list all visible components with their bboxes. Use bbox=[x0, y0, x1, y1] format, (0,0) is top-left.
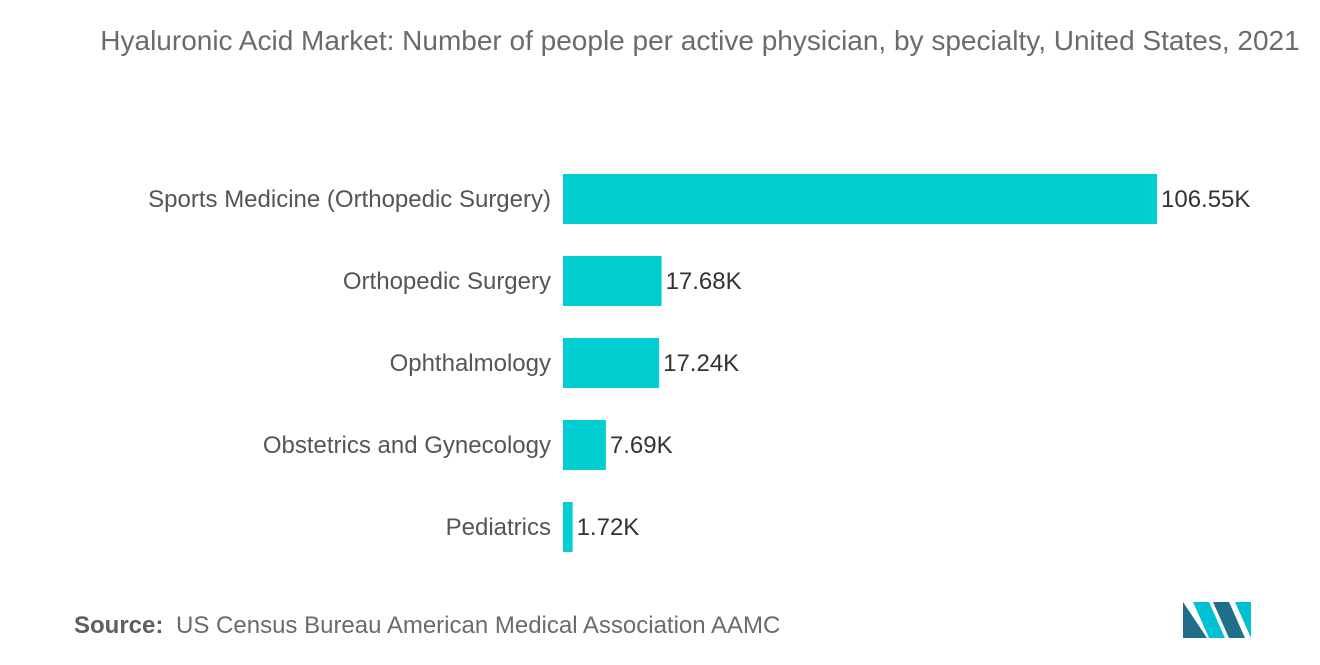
category-label: Obstetrics and Gynecology bbox=[263, 432, 551, 459]
category-label: Orthopedic Surgery bbox=[343, 268, 551, 295]
bar bbox=[563, 502, 573, 552]
data-label: 17.68K bbox=[666, 268, 742, 295]
source-line: Source: US Census Bureau American Medica… bbox=[74, 612, 780, 640]
bar bbox=[563, 174, 1157, 224]
bar bbox=[563, 420, 606, 470]
bar bbox=[563, 338, 660, 388]
bar bbox=[563, 256, 662, 306]
category-label: Ophthalmology bbox=[390, 350, 551, 377]
data-label: 7.69K bbox=[610, 432, 673, 459]
source-text: US Census Bureau American Medical Associ… bbox=[176, 612, 781, 639]
source-label: Source: bbox=[74, 612, 164, 639]
bar-chart: Sports Medicine (Orthopedic Surgery) 106.… bbox=[148, 174, 1250, 552]
category-label: Sports Medicine (Orthopedic Surgery) bbox=[148, 186, 551, 213]
data-label: 1.72K bbox=[577, 514, 640, 541]
data-label: 106.55K bbox=[1161, 186, 1250, 213]
category-label: Pediatrics bbox=[446, 514, 551, 541]
brand-logo-icon bbox=[1183, 602, 1251, 643]
data-label: 17.24K bbox=[663, 350, 739, 377]
chart-title: Hyaluronic Acid Market: Number of people… bbox=[100, 25, 1300, 56]
